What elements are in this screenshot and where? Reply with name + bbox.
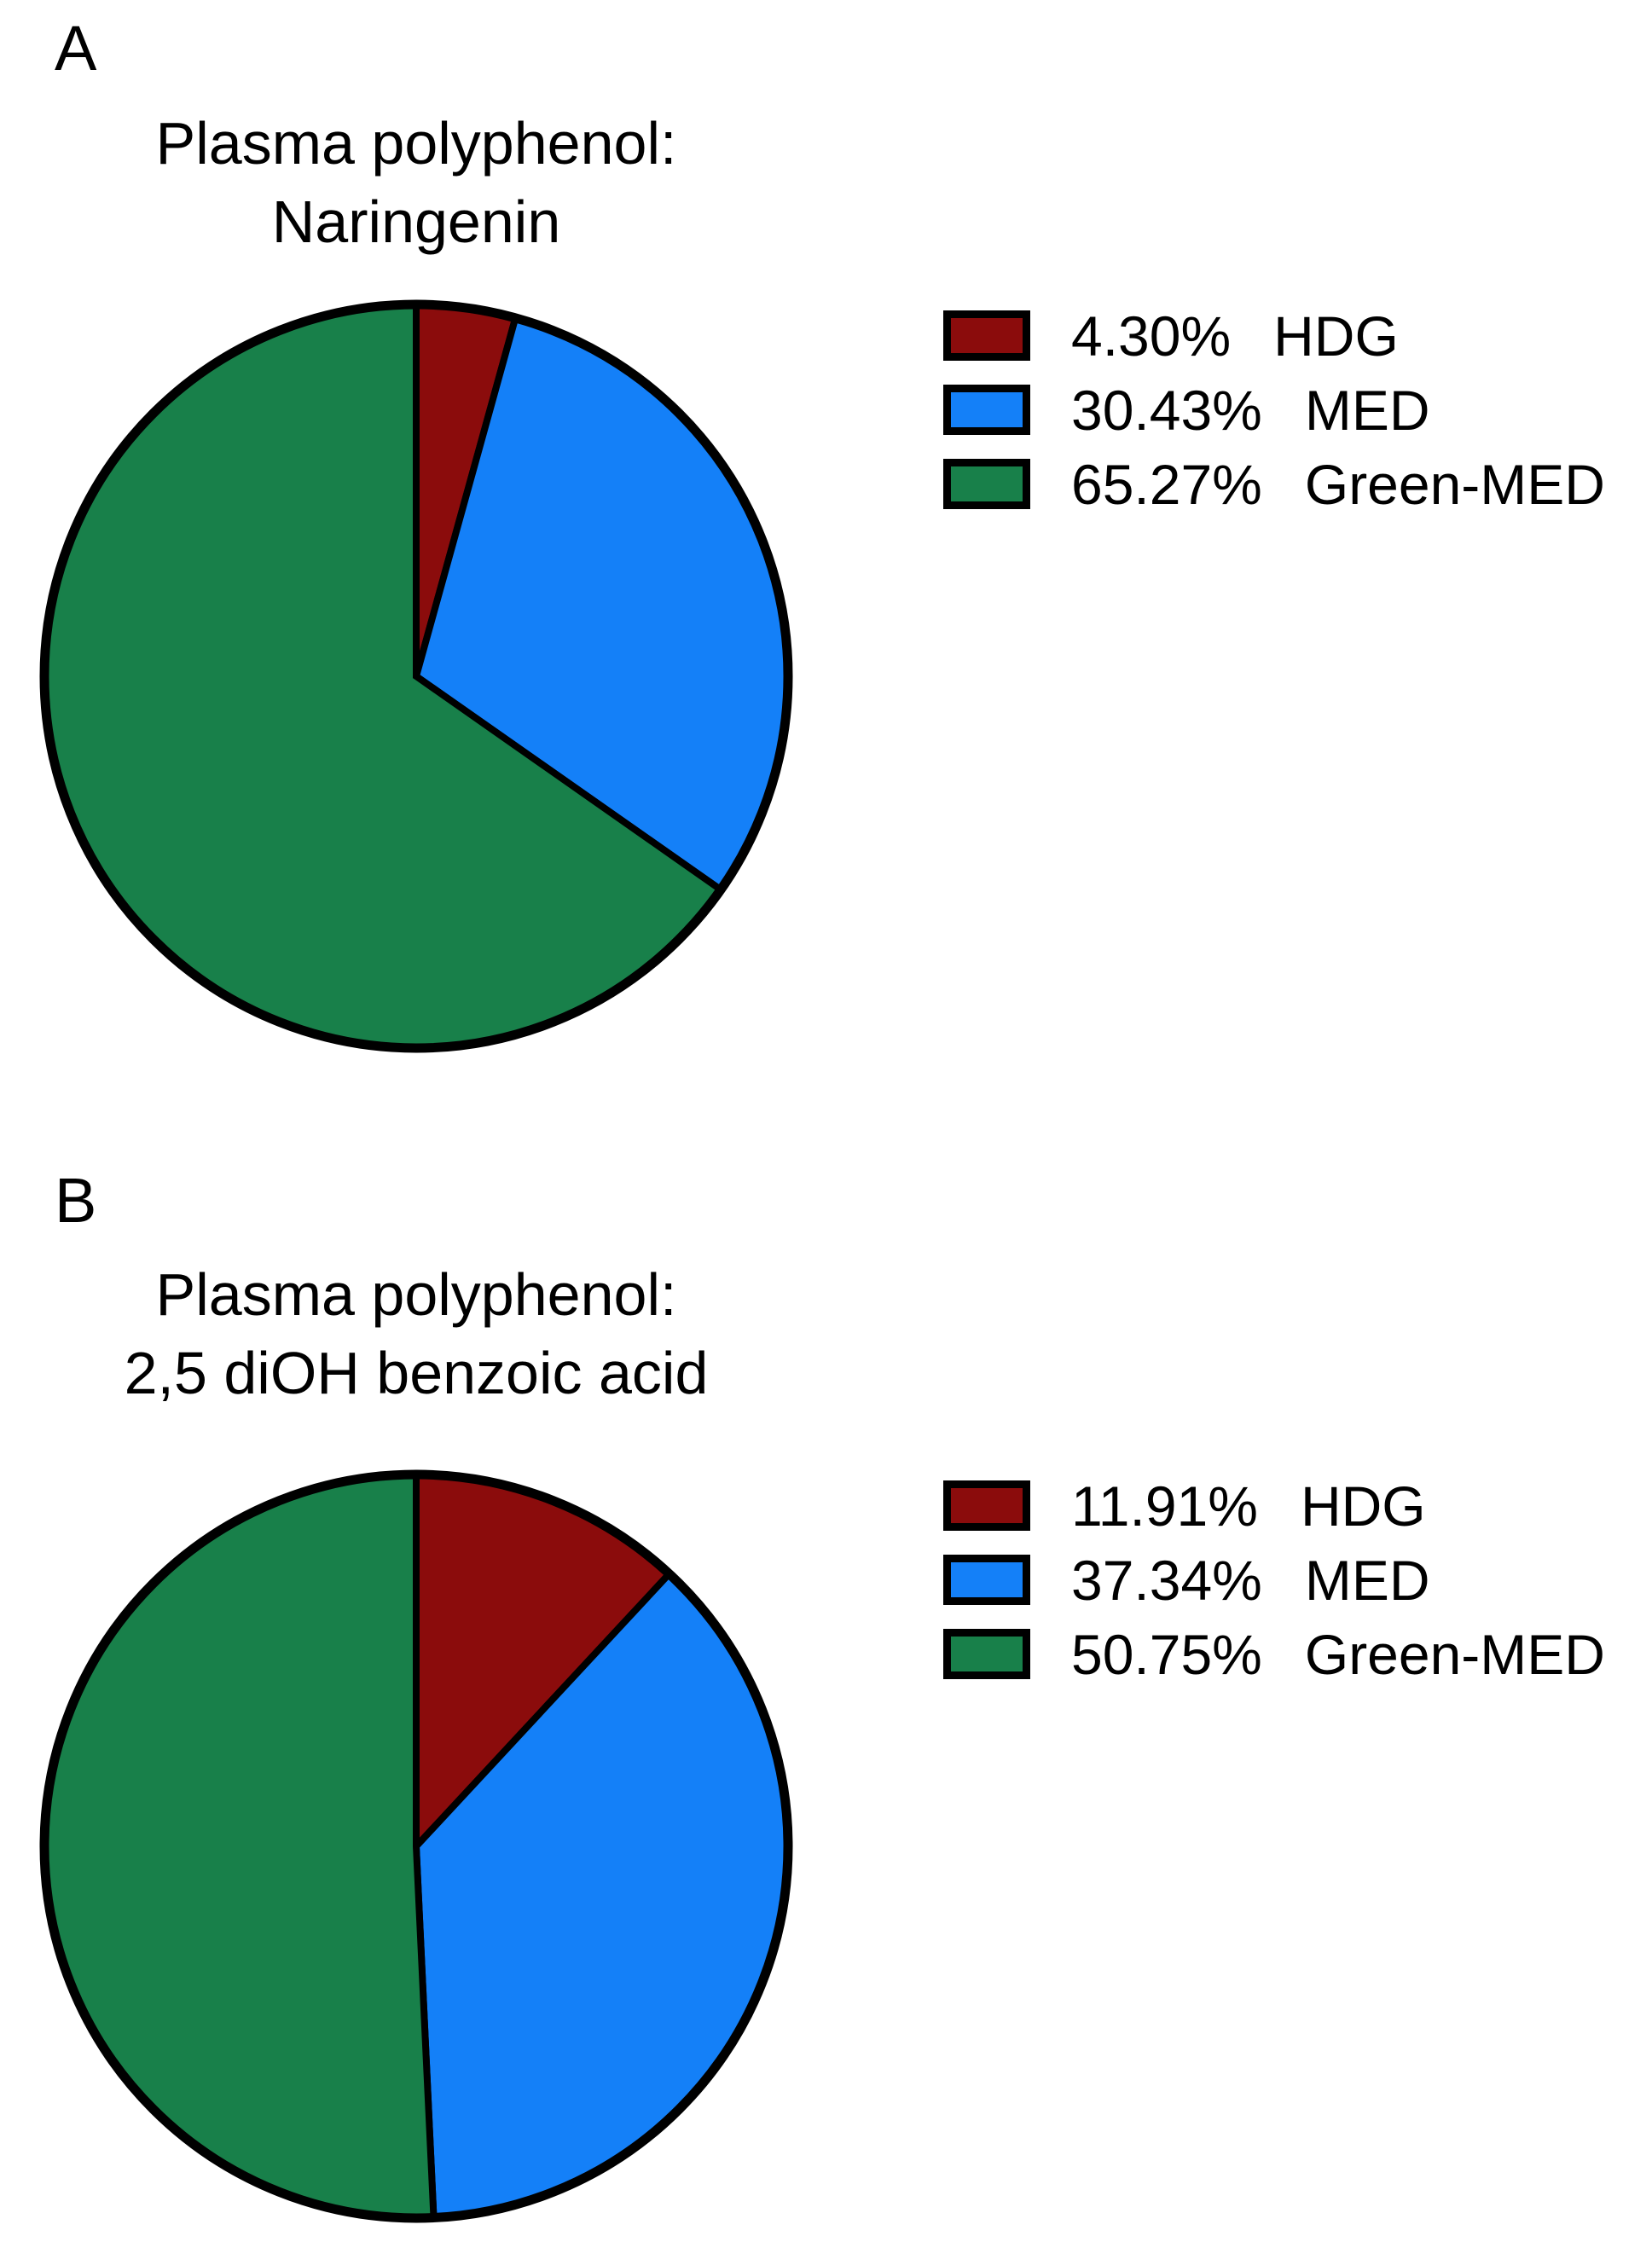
pie-chart-naringenin <box>39 299 793 1053</box>
legend-percent-green-med: 65.27% <box>1071 452 1262 516</box>
legend-percent-med: 30.43% <box>1071 378 1262 442</box>
pie-outline <box>39 1469 793 2223</box>
panel-b-title-line1: Plasma polyphenol: <box>155 1261 677 1328</box>
legend-row-med: 37.34% MED <box>943 1548 1605 1612</box>
panel-b-title: Plasma polyphenol: 2,5 diOH benzoic acid <box>32 1255 800 1412</box>
legend-label-hdg: HDG <box>1273 304 1399 368</box>
legend-row-green-med: 50.75% Green-MED <box>943 1626 1605 1683</box>
legend-label-hdg: HDG <box>1300 1474 1426 1538</box>
legend-percent-green-med: 50.75% <box>1071 1622 1262 1686</box>
panel-b-label: B <box>55 1165 97 1236</box>
legend-swatch-hdg <box>943 310 1030 361</box>
legend-swatch-med <box>943 1555 1030 1605</box>
pie-slice-green-med <box>41 1470 438 2222</box>
legend-percent-hdg: 4.30% <box>1071 304 1232 368</box>
panel-a-label: A <box>55 13 97 84</box>
legend-percent-hdg: 11.91% <box>1071 1474 1258 1538</box>
legend-row-hdg: 4.30% HDG <box>943 304 1605 368</box>
panel-a-title: Plasma polyphenol: Naringenin <box>32 104 800 261</box>
legend-label-med: MED <box>1304 378 1430 442</box>
panel-a-legend: 4.30% HDG 30.43% MED 65.27% Green-MED <box>943 304 1605 533</box>
pie-outline <box>39 299 793 1053</box>
legend-swatch-green-med <box>943 1629 1030 1679</box>
legend-label-green-med: Green-MED <box>1304 452 1605 516</box>
panel-a-title-line1: Plasma polyphenol: <box>155 110 677 177</box>
panel-b-legend: 11.91% HDG 37.34% MED 50.75% Green-MED <box>943 1474 1605 1703</box>
panel-a-title-line2: Naringenin <box>271 188 561 255</box>
legend-swatch-hdg <box>943 1480 1030 1531</box>
legend-row-hdg: 11.91% HDG <box>943 1474 1605 1538</box>
legend-swatch-med <box>943 385 1030 435</box>
legend-percent-med: 37.34% <box>1071 1548 1262 1612</box>
legend-row-med: 30.43% MED <box>943 378 1605 442</box>
legend-swatch-green-med <box>943 459 1030 509</box>
legend-label-med: MED <box>1304 1548 1430 1612</box>
legend-row-green-med: 65.27% Green-MED <box>943 456 1605 513</box>
legend-label-green-med: Green-MED <box>1304 1622 1605 1686</box>
panel-b-title-line2: 2,5 diOH benzoic acid <box>124 1340 709 1406</box>
pie-chart-dioh-benzoic-acid <box>39 1469 793 2223</box>
